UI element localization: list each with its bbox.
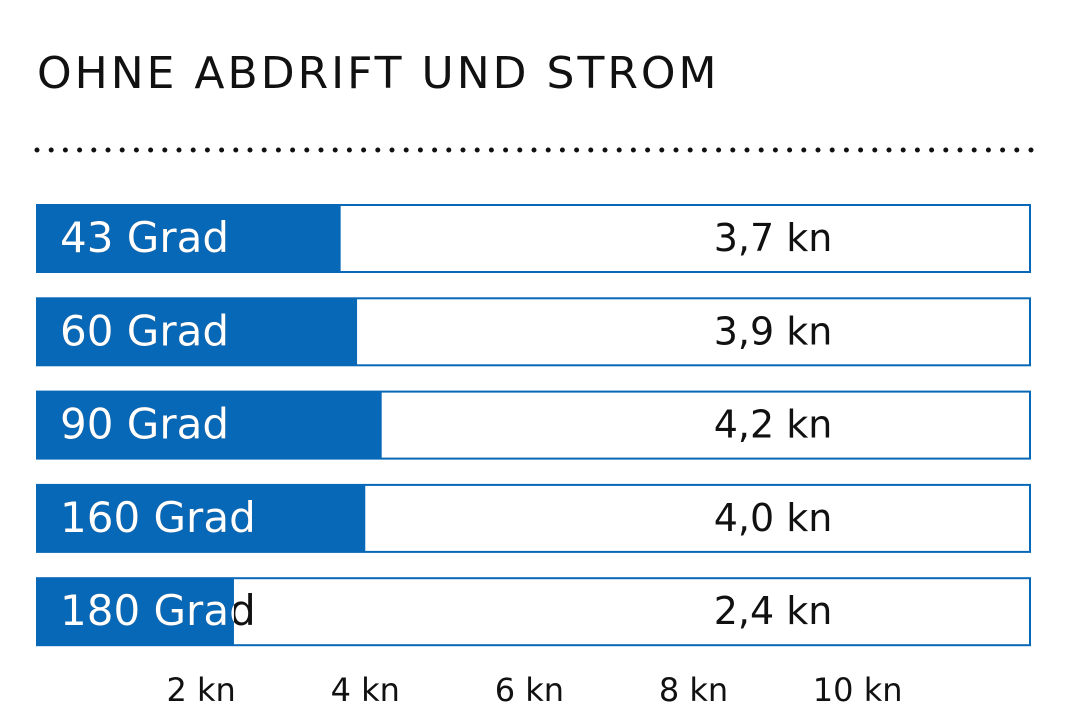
- x-tick-label: 4 kn: [331, 671, 400, 709]
- value-label: 4,0 kn: [714, 496, 833, 540]
- x-tick-label: 10 kn: [813, 671, 903, 709]
- category-label-overlay: 160 Grad: [60, 493, 256, 542]
- category-label: 90 Grad: [60, 400, 229, 449]
- bar: [37, 298, 358, 366]
- category-label: 60 Grad: [60, 306, 229, 355]
- bar: [37, 205, 341, 272]
- category-label: 43 Grad: [60, 213, 229, 262]
- x-tick-label: 8 kn: [659, 671, 728, 709]
- category-label: 180 Grad: [60, 586, 256, 635]
- bar: [37, 391, 382, 459]
- x-tick-label: 2 kn: [166, 671, 235, 709]
- value-label: 4,2 kn: [714, 403, 833, 447]
- category-label-overlay: 60 Grad: [60, 306, 229, 355]
- category-label: 160 Grad: [60, 493, 256, 542]
- category-label-overlay: 43 Grad: [60, 213, 229, 262]
- value-label: 2,4 kn: [714, 589, 833, 633]
- x-tick-label: 6 kn: [495, 671, 564, 709]
- bar: [37, 578, 234, 646]
- value-label: 3,7 kn: [714, 216, 833, 260]
- bar: [37, 484, 366, 552]
- category-label-overlay: 180 Grad: [60, 586, 256, 635]
- category-label-overlay: 90 Grad: [60, 400, 229, 449]
- chart-title: OHNE ABDRIFT UND STROM: [37, 48, 720, 99]
- value-label: 3,9 kn: [714, 309, 833, 353]
